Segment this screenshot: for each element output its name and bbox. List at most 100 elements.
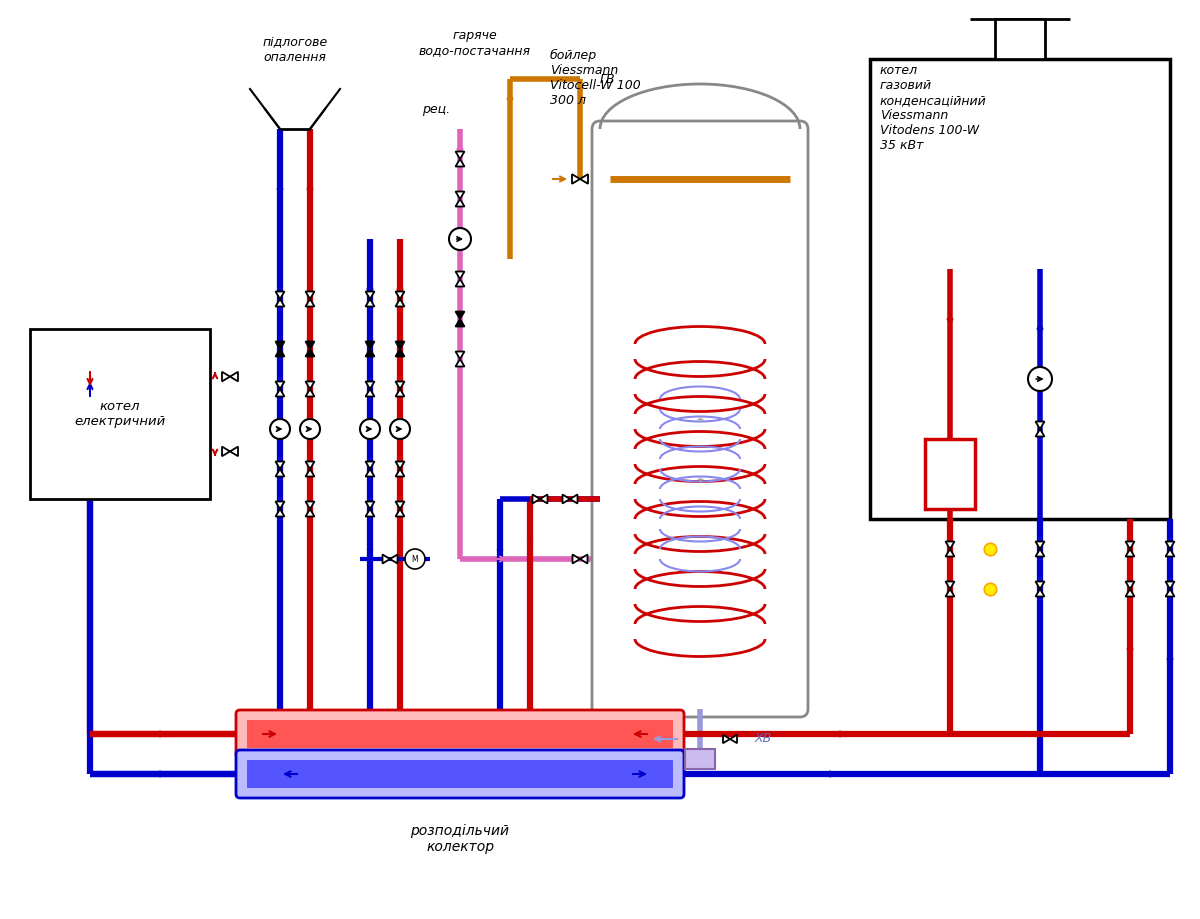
Polygon shape — [396, 349, 404, 357]
Polygon shape — [396, 389, 404, 396]
Polygon shape — [396, 509, 404, 516]
Polygon shape — [306, 342, 314, 349]
Polygon shape — [456, 312, 464, 319]
Polygon shape — [366, 349, 374, 357]
Polygon shape — [1036, 429, 1044, 437]
Polygon shape — [456, 319, 464, 326]
Polygon shape — [456, 159, 464, 166]
Polygon shape — [1165, 541, 1175, 549]
Circle shape — [360, 419, 380, 439]
Polygon shape — [366, 509, 374, 516]
Polygon shape — [396, 291, 404, 299]
Polygon shape — [383, 554, 390, 563]
Polygon shape — [276, 381, 284, 389]
Circle shape — [390, 419, 410, 439]
Text: підлогове
опалення: підлогове опалення — [263, 36, 328, 64]
Polygon shape — [366, 291, 374, 299]
FancyBboxPatch shape — [236, 710, 684, 758]
Polygon shape — [306, 461, 314, 469]
Polygon shape — [306, 349, 314, 357]
Polygon shape — [533, 494, 540, 504]
Polygon shape — [1165, 582, 1175, 589]
Circle shape — [270, 419, 290, 439]
Polygon shape — [306, 509, 314, 516]
Circle shape — [1028, 367, 1052, 391]
Polygon shape — [730, 735, 737, 743]
Polygon shape — [306, 502, 314, 509]
Polygon shape — [276, 469, 284, 476]
Polygon shape — [456, 279, 464, 287]
Text: рец.: рец. — [422, 103, 450, 116]
Text: бойлер
Viessmann
Vitocell-W 100
300 л: бойлер Viessmann Vitocell-W 100 300 л — [550, 49, 641, 108]
Polygon shape — [276, 389, 284, 396]
Polygon shape — [1165, 549, 1175, 557]
FancyBboxPatch shape — [247, 760, 673, 788]
Polygon shape — [1036, 541, 1044, 549]
Polygon shape — [572, 175, 580, 184]
Polygon shape — [306, 299, 314, 307]
Polygon shape — [1036, 549, 1044, 557]
Circle shape — [300, 419, 320, 439]
Polygon shape — [946, 582, 954, 589]
Polygon shape — [276, 461, 284, 469]
Polygon shape — [396, 299, 404, 307]
Polygon shape — [230, 372, 238, 381]
Polygon shape — [1126, 582, 1134, 589]
Bar — [870, 59, 1170, 519]
Polygon shape — [276, 502, 284, 509]
Polygon shape — [222, 447, 230, 456]
Polygon shape — [366, 389, 374, 396]
Polygon shape — [390, 554, 397, 563]
Polygon shape — [276, 342, 284, 349]
Polygon shape — [456, 359, 464, 367]
Polygon shape — [946, 589, 954, 596]
FancyBboxPatch shape — [236, 750, 684, 798]
Polygon shape — [456, 199, 464, 207]
Polygon shape — [366, 299, 374, 307]
Polygon shape — [396, 342, 404, 349]
Polygon shape — [366, 502, 374, 509]
Polygon shape — [946, 549, 954, 557]
Text: гаряче
водо-постачання: гаряче водо-постачання — [419, 29, 530, 57]
Polygon shape — [366, 469, 374, 476]
Polygon shape — [456, 271, 464, 279]
Polygon shape — [456, 191, 464, 199]
Text: котел
електричний: котел електричний — [74, 400, 166, 428]
Polygon shape — [396, 502, 404, 509]
Text: котел
газовий
конденсаційний
Viessmann
Vitodens 100-W
35 кВт: котел газовий конденсаційний Viessmann V… — [880, 64, 986, 152]
Polygon shape — [580, 554, 588, 563]
Circle shape — [406, 549, 425, 569]
Polygon shape — [1126, 541, 1134, 549]
FancyBboxPatch shape — [592, 121, 808, 717]
Text: ХВ: ХВ — [755, 732, 773, 745]
Polygon shape — [456, 152, 464, 159]
Text: ГВ: ГВ — [600, 73, 616, 85]
Polygon shape — [276, 299, 284, 307]
Circle shape — [449, 228, 470, 250]
Polygon shape — [222, 372, 230, 381]
Polygon shape — [306, 389, 314, 396]
Bar — [30, 329, 210, 499]
Polygon shape — [722, 735, 730, 743]
Polygon shape — [366, 381, 374, 389]
FancyBboxPatch shape — [247, 720, 673, 748]
Polygon shape — [366, 342, 374, 349]
Polygon shape — [306, 291, 314, 299]
Polygon shape — [276, 509, 284, 516]
Polygon shape — [396, 381, 404, 389]
Polygon shape — [456, 351, 464, 359]
Polygon shape — [306, 381, 314, 389]
Polygon shape — [306, 469, 314, 476]
Polygon shape — [366, 461, 374, 469]
Polygon shape — [396, 469, 404, 476]
Polygon shape — [580, 175, 588, 184]
Polygon shape — [1036, 422, 1044, 429]
Polygon shape — [1126, 589, 1134, 596]
Polygon shape — [540, 494, 547, 504]
Polygon shape — [396, 461, 404, 469]
Polygon shape — [570, 494, 577, 504]
Bar — [925, 439, 974, 509]
Polygon shape — [1165, 589, 1175, 596]
Polygon shape — [1036, 582, 1044, 589]
Polygon shape — [563, 494, 570, 504]
